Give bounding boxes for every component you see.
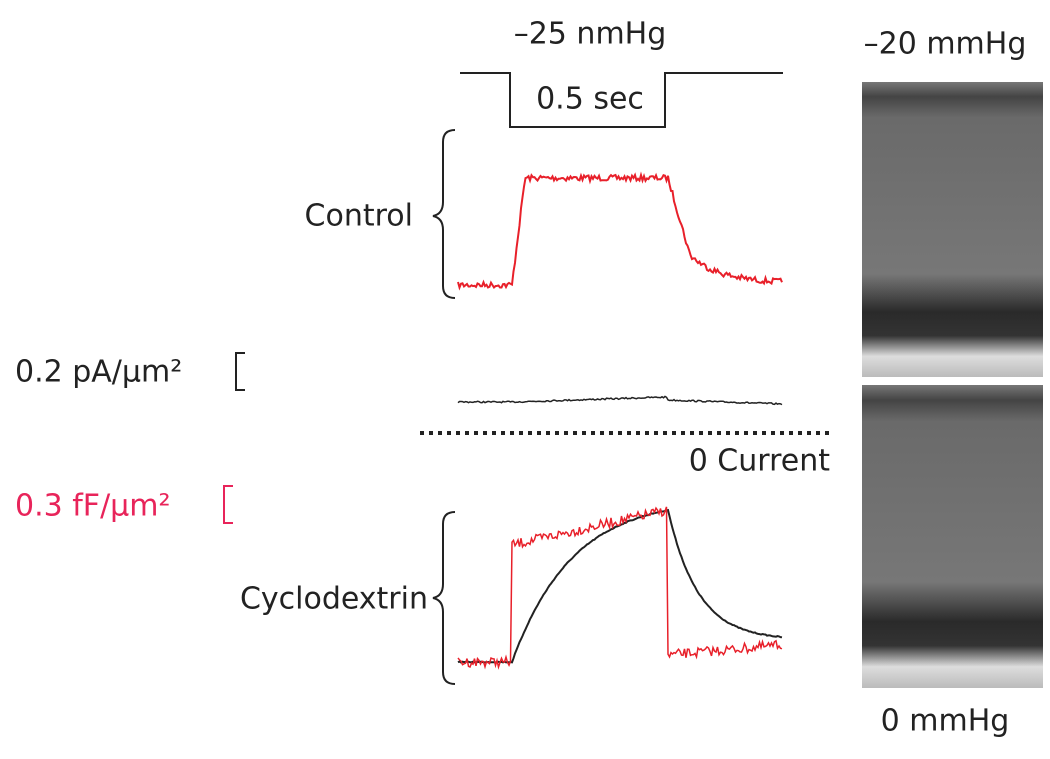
trace (457, 171, 783, 291)
brace (432, 511, 456, 685)
image-top-label: –20 mmHg (864, 27, 1027, 62)
control-label: Control (305, 199, 413, 234)
scale-bracket (235, 352, 245, 391)
cyclodextrin-label: Cyclodextrin (240, 582, 428, 617)
current-scale-label: 0.2 pA/μm² (15, 355, 182, 390)
brace (432, 129, 456, 299)
trace (457, 508, 783, 664)
capacitance-scale-label: 0.3 fF/μm² (15, 489, 171, 524)
trace (457, 395, 783, 406)
trace (457, 506, 783, 670)
duration-label: 0.5 sec (536, 82, 644, 117)
stimulus-step (460, 72, 783, 128)
image-bottom-label: 0 mmHg (881, 704, 1010, 739)
traces (457, 171, 783, 670)
cell-image (862, 385, 1043, 688)
scale-bracket (223, 485, 233, 524)
pressure-label: –25 nmHg (514, 17, 667, 52)
zero-label: 0 Current (689, 444, 831, 479)
cell-image (862, 82, 1043, 377)
